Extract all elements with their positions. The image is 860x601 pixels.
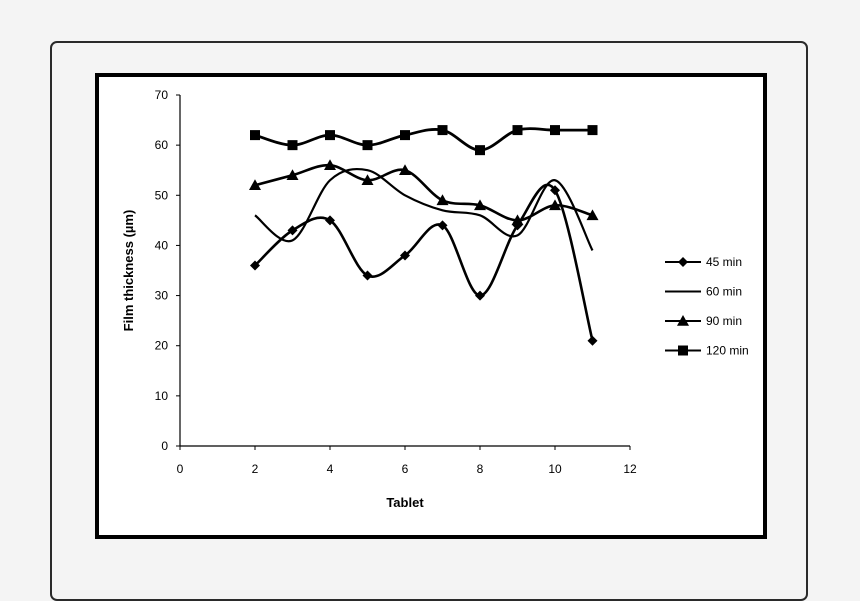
legend-marker: [677, 315, 689, 326]
x-tick-label: 8: [477, 462, 484, 476]
series-layer: [249, 125, 599, 346]
data-point: [586, 209, 599, 221]
data-point: [361, 174, 374, 186]
legend-marker: [678, 345, 688, 356]
legend: 45 min 60 min 90 min 120 min: [665, 255, 749, 358]
series-line: [254, 163, 593, 222]
legend-item: 90 min: [665, 314, 742, 328]
data-point: [549, 199, 561, 211]
data-point: [475, 145, 485, 156]
series-line: [254, 167, 594, 251]
data-point: [436, 194, 449, 206]
series-line: [254, 183, 594, 342]
data-point: [249, 179, 261, 191]
data-point: [362, 270, 373, 281]
data-point: [474, 199, 486, 211]
data-point: [250, 260, 260, 271]
data-point: [437, 125, 448, 136]
y-tick-label: 10: [155, 389, 169, 403]
x-tick-label: 6: [402, 462, 409, 476]
data-point: [437, 220, 448, 231]
data-point: [324, 159, 336, 170]
data-point: [286, 169, 299, 181]
y-tick-label: 60: [155, 138, 169, 152]
y-tick-label: 30: [155, 289, 169, 303]
data-point: [512, 125, 523, 136]
data-point: [587, 125, 598, 136]
data-point: [475, 290, 485, 301]
x-axis-title: Tablet: [386, 495, 424, 510]
x-tick-label: 10: [548, 462, 562, 476]
data-point: [325, 130, 335, 141]
data-point: [400, 250, 410, 261]
legend-label: 45 min: [706, 255, 742, 269]
data-point: [287, 225, 298, 236]
y-tick-label: 20: [155, 339, 169, 353]
y-axis-title: Film thickness (µm): [121, 210, 136, 332]
data-point: [287, 140, 298, 151]
y-tick-label: 70: [155, 88, 169, 102]
legend-item: 60 min: [665, 285, 742, 299]
x-tick-label: 2: [252, 462, 259, 476]
series-3: [249, 159, 599, 226]
data-point: [550, 185, 560, 196]
y-tick-label: 50: [155, 188, 169, 202]
y-tick-label: 40: [155, 238, 169, 252]
series-4: [250, 125, 598, 156]
legend-marker: [678, 257, 688, 267]
data-point: [587, 335, 598, 346]
legend-item: 120 min: [665, 344, 749, 358]
x-tick-label: 0: [177, 462, 184, 476]
legend-label: 90 min: [706, 314, 742, 328]
data-point: [550, 125, 560, 136]
y-tick-label: 0: [161, 439, 168, 453]
axes: 0 10 20 30 40 50 60 70 0 2 4 6 8 10 12: [155, 88, 637, 476]
data-point: [511, 214, 524, 226]
data-point: [325, 215, 335, 226]
legend-label: 120 min: [706, 344, 749, 358]
data-point: [362, 140, 373, 151]
data-point: [250, 130, 260, 141]
data-point: [400, 130, 410, 141]
legend-item: 45 min: [665, 255, 742, 269]
series-line: [254, 127, 593, 152]
chart-container: 0 10 20 30 40 50 60 70 0 2 4 6 8 10 12 45 min 60 min 90 …: [95, 73, 767, 539]
x-tick-label: 4: [327, 462, 334, 476]
data-point: [399, 164, 411, 176]
legend-label: 60 min: [706, 285, 742, 299]
line-chart: 0 10 20 30 40 50 60 70 0 2 4 6 8 10 12 45 min 60 min 90 …: [121, 88, 749, 510]
series-2: [254, 167, 594, 251]
x-tick-label: 12: [623, 462, 637, 476]
